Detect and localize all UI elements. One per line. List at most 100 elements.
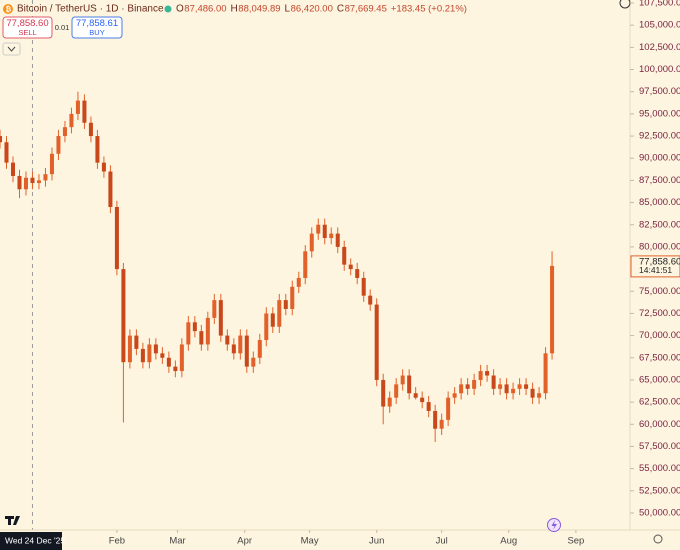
candle-body — [173, 366, 178, 372]
candle-body — [121, 269, 126, 363]
candle-body — [238, 335, 243, 354]
candle-body — [504, 384, 509, 394]
y-tick-label: 70,000.00 — [639, 330, 680, 341]
y-tick-label: 107,500.00 — [639, 0, 680, 9]
change: +183.45 (+0.21%) — [391, 4, 467, 15]
candle-body — [225, 335, 230, 345]
candle-body — [322, 224, 327, 239]
candle-body — [491, 375, 496, 389]
candle-body — [394, 384, 399, 398]
symbol-title[interactable]: Bitcoin / TetherUS · 1D · Binance — [17, 4, 164, 15]
candle-body — [465, 384, 470, 389]
candle-body — [160, 353, 165, 358]
sell-price: 77,858.60 — [6, 18, 48, 29]
ohlc-value: 86,420.00 — [291, 4, 333, 15]
y-tick-label: 62,500.00 — [639, 397, 680, 408]
candle-body — [127, 335, 132, 363]
candle-body — [368, 295, 373, 305]
candle-body — [0, 136, 3, 143]
candle-body — [342, 246, 347, 265]
candle-body — [277, 300, 282, 327]
ohlc-value: 87,669.45 — [345, 4, 387, 15]
candle-body — [88, 122, 93, 137]
y-tick-label: 82,500.00 — [639, 219, 680, 230]
ohlc-value: 88,049.89 — [238, 4, 280, 15]
candle-body — [192, 322, 197, 332]
last-price-box — [630, 255, 680, 278]
y-tick-label: 50,000.00 — [639, 507, 680, 518]
candle-body — [257, 340, 262, 358]
x-tick-label: Feb — [109, 536, 125, 547]
candle-body — [543, 353, 548, 394]
x-tick-label: May — [301, 536, 319, 547]
candle-body — [10, 162, 16, 176]
coin-glyph: ₿ — [6, 5, 12, 13]
candle-body — [433, 410, 438, 429]
sell-button[interactable] — [2, 16, 53, 39]
candle-body — [140, 348, 145, 363]
time-settings-icon[interactable] — [653, 534, 663, 544]
candle-body — [387, 397, 392, 407]
y-tick-label: 92,500.00 — [639, 131, 680, 142]
market-status — [164, 5, 172, 13]
candle-body — [218, 300, 223, 336]
x-tick-label: Mar — [169, 536, 185, 547]
candle-body — [231, 344, 236, 354]
ohlc-key: C — [337, 4, 344, 15]
last-price: 77,858.60 — [639, 256, 680, 267]
sell-label: SELL — [18, 28, 36, 37]
y-tick-label: 55,000.00 — [639, 463, 680, 474]
candle-body — [244, 335, 249, 367]
ohlc-key: H — [231, 4, 238, 15]
y-tick-label: 105,000.00 — [639, 20, 680, 31]
candle-body — [101, 162, 106, 172]
candle-body — [108, 171, 113, 207]
y-tick-label: 102,500.00 — [639, 42, 680, 53]
x-tick-label: Jul — [436, 536, 448, 547]
candle-body — [56, 136, 61, 154]
crosshair-date-box — [0, 532, 62, 550]
buy-button[interactable] — [71, 16, 123, 39]
candle-body — [348, 264, 353, 270]
candle-body — [550, 265, 555, 354]
candle-body — [114, 206, 119, 270]
candle-body — [459, 384, 464, 394]
candle-body — [186, 322, 191, 345]
x-tick-label: Sep — [567, 536, 584, 547]
y-tick-label: 52,500.00 — [639, 485, 680, 496]
candle-body — [413, 393, 418, 398]
candle-body — [43, 174, 48, 181]
candle-body — [381, 379, 386, 407]
candle-body — [400, 375, 405, 385]
candle-body — [426, 402, 431, 411]
candle-body — [30, 177, 35, 184]
candle-body — [69, 113, 74, 128]
ohlc-key: L — [285, 4, 291, 15]
candle-body — [355, 269, 360, 278]
candle-body — [147, 344, 152, 363]
y-tick-label: 72,500.00 — [639, 308, 680, 319]
candle-body — [537, 393, 542, 398]
candle-body — [251, 357, 256, 367]
collapse-icon — [7, 46, 16, 52]
candle-body — [407, 375, 412, 394]
y-tick-label: 95,000.00 — [639, 108, 680, 119]
candle-body — [205, 317, 210, 345]
candle-body — [335, 233, 340, 247]
countdown: 14:41:51 — [639, 265, 672, 275]
crosshair-date: Wed 24 Dec '25 — [5, 535, 65, 545]
buy-label: BUY — [89, 28, 104, 37]
collapse-button[interactable] — [2, 42, 21, 56]
candle-body — [23, 177, 28, 190]
y-tick-label: 65,000.00 — [639, 374, 680, 385]
candle-body — [439, 419, 444, 429]
lightning — [551, 520, 557, 530]
candle-body — [283, 300, 288, 309]
candle-body — [524, 384, 529, 389]
candle-body — [316, 224, 321, 234]
x-tick-label: Jun — [369, 536, 384, 547]
candle-body — [264, 313, 269, 341]
candle-body — [517, 384, 522, 389]
